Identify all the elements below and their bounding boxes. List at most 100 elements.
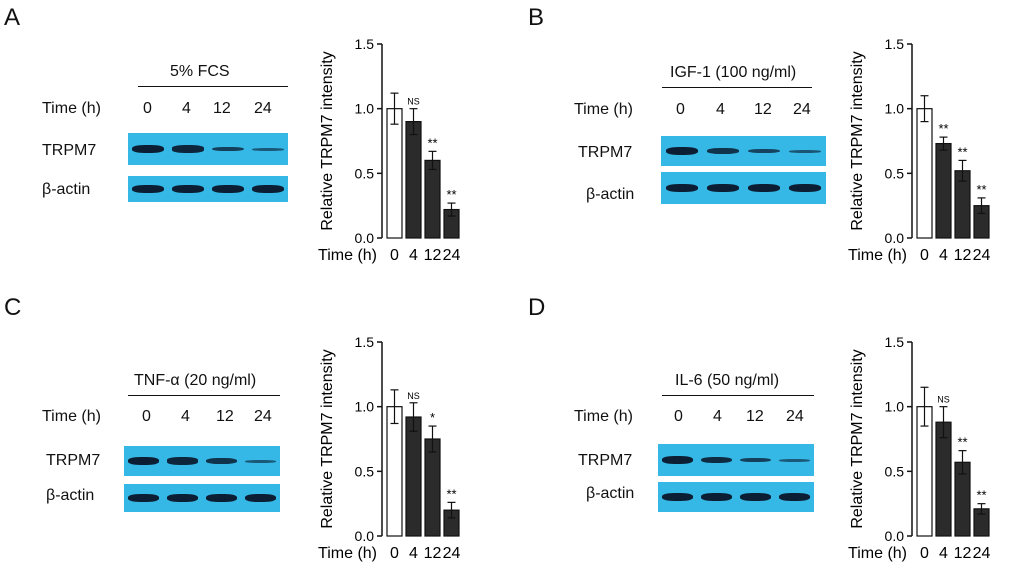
trpm7-label: TRPM7 — [42, 142, 97, 159]
time-row: Time (h) 0 4 12 24 — [510, 101, 830, 121]
band-lane-24h — [779, 458, 810, 462]
panel-c: C TNF-α (20 ng/ml) Time (h) 0 4 12 24 TR… — [0, 290, 510, 579]
panel-d: D IL-6 (50 ng/ml) Time (h) 0 4 12 24 TRP… — [510, 290, 1020, 579]
x-tick-label: 24 — [973, 545, 991, 562]
time-4: 4 — [716, 101, 725, 118]
time-24: 24 — [254, 100, 272, 117]
x-tick-label: 12 — [954, 545, 972, 562]
x-tick-label: 24 — [973, 247, 991, 264]
band-lane-4h — [172, 145, 204, 153]
bar-0h — [386, 108, 403, 239]
y-tick-label: 0.0 — [355, 528, 375, 544]
bar-chart-b: Relative TRPM7 intensity 0.0 0.5 1.0 1.5 0 ** 4… — [848, 36, 991, 264]
time-0: 0 — [676, 101, 685, 118]
bar-4h — [935, 421, 952, 537]
y-tick-label: 1.0 — [885, 101, 905, 117]
x-axis-label: Time (h) — [318, 545, 377, 562]
x-tick-label: 24 — [443, 247, 461, 264]
y-tick-label: 1.5 — [885, 36, 905, 52]
bar-0h — [916, 108, 933, 239]
time-row: Time (h) 0 4 12 24 — [510, 408, 830, 428]
time-4: 4 — [181, 408, 190, 425]
trpm7-label: TRPM7 — [578, 144, 633, 161]
x-tick-label: 4 — [409, 247, 418, 264]
trpm7-blot — [661, 136, 826, 166]
x-tick-label: 4 — [939, 247, 948, 264]
band-lane-24h — [779, 493, 810, 501]
band-lane-12h — [206, 494, 237, 502]
x-tick-label: 0 — [390, 247, 399, 264]
x-tick-label: 4 — [939, 545, 948, 562]
beta-actin-blot — [661, 172, 826, 204]
bar-0h — [386, 406, 403, 537]
x-tick-label: 0 — [390, 545, 399, 562]
significance-mark: ** — [446, 486, 456, 501]
y-axis-label: Relative TRPM7 intensity — [849, 51, 866, 230]
band-lane-24h — [252, 147, 284, 151]
band-lane-4h — [701, 493, 732, 501]
treatment-label: IL-6 (50 ng/ml) — [675, 372, 780, 389]
bar-chart-a: Relative TRPM7 intensity 0.0 0.5 1.0 1.5 0 NS 4… — [318, 36, 461, 264]
x-axis-label: Time (h) — [848, 545, 907, 562]
band-lane-0h — [132, 145, 164, 153]
significance-mark: NS — [937, 395, 950, 405]
treatment-bracket — [662, 87, 812, 88]
time-24: 24 — [254, 408, 272, 425]
trpm7-blot — [658, 444, 814, 476]
significance-mark: ** — [938, 121, 948, 136]
beta-actin-blot — [128, 176, 288, 202]
band-lane-4h — [706, 148, 739, 154]
x-tick-label: 0 — [920, 247, 929, 264]
time-4: 4 — [182, 100, 191, 117]
band-lane-24h — [245, 459, 276, 463]
bar-4h — [405, 120, 422, 239]
significance-mark: NS — [407, 97, 420, 107]
y-tick-label: 1.0 — [355, 399, 375, 415]
band-lane-0h — [128, 457, 159, 465]
band-lane-12h — [748, 148, 781, 154]
band-lane-12h — [212, 146, 244, 152]
trpm7-blot — [124, 446, 280, 476]
x-tick-label: 12 — [954, 247, 972, 264]
time-12: 12 — [754, 101, 772, 118]
bar-chart-d: Relative TRPM7 intensity 0.0 0.5 1.0 1.5 0 NS 4… — [848, 334, 991, 562]
y-tick-label: 0.5 — [885, 165, 905, 181]
band-lane-4h — [706, 184, 739, 192]
x-axis-label: Time (h) — [848, 247, 907, 264]
treatment-label: TNF-α (20 ng/ml) — [134, 372, 257, 389]
time-row: Time (h) 0 4 12 24 — [0, 100, 300, 120]
y-tick-label: 1.0 — [885, 399, 905, 415]
band-lane-24h — [789, 184, 822, 192]
significance-mark: NS — [407, 391, 420, 401]
y-tick-label: 0.5 — [355, 165, 375, 181]
time-24: 24 — [793, 101, 811, 118]
beta-actin-blot — [124, 484, 280, 512]
time-12: 12 — [216, 408, 234, 425]
band-lane-12h — [740, 493, 771, 501]
y-tick-label: 1.5 — [355, 36, 375, 52]
bar-chart-c: Relative TRPM7 intensity 0.0 0.5 1.0 1.5 0 NS 4… — [318, 334, 460, 562]
significance-mark: ** — [957, 144, 967, 159]
panel-label: D — [528, 294, 546, 321]
time-0: 0 — [674, 408, 683, 425]
y-tick-label: 1.5 — [885, 334, 905, 350]
bar-4h — [405, 416, 422, 537]
time-0: 0 — [142, 408, 151, 425]
y-axis-label: Relative TRPM7 intensity — [319, 349, 336, 528]
band-lane-0h — [662, 493, 693, 501]
treatment-bracket — [128, 395, 280, 396]
y-tick-label: 0.5 — [885, 463, 905, 479]
beta-actin-label: β-actin — [586, 485, 635, 502]
treatment-label: IGF-1 (100 ng/ml) — [670, 64, 797, 81]
y-tick-label: 1.5 — [355, 334, 375, 350]
y-axis-label: Relative TRPM7 intensity — [319, 51, 336, 230]
treatment-bracket — [662, 395, 814, 396]
y-tick-label: 0.0 — [885, 230, 905, 246]
time-row-label: Time (h) — [42, 100, 101, 117]
beta-actin-label: β-actin — [46, 487, 95, 504]
x-tick-label: 0 — [920, 545, 929, 562]
time-12: 12 — [213, 100, 231, 117]
treatment-bracket — [138, 86, 288, 87]
x-tick-label: 4 — [409, 545, 418, 562]
band-lane-24h — [252, 185, 284, 193]
